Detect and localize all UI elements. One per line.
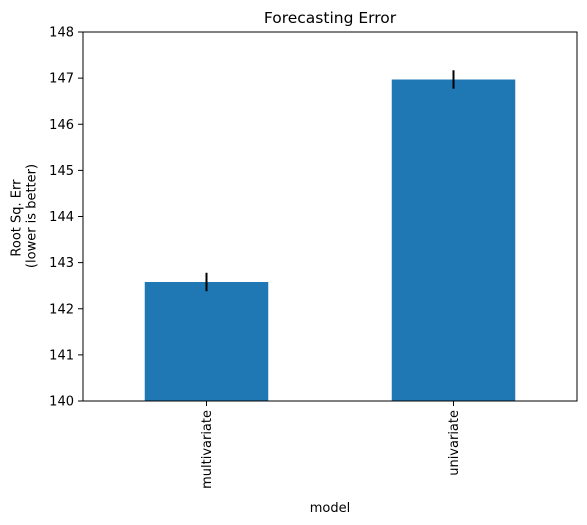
y-tick-label: 148 [49,26,74,41]
plot-area: 140 141 142 143 144 145 146 147 148 multivariate u… [49,26,516,489]
x-axis-title: model [310,501,350,516]
y-axis-title: Root Sq. Err (lower is better) [10,164,40,268]
axes-frame [82,31,578,402]
chart-title: Forecasting Error [264,9,397,27]
y-tick-label: 145 [49,164,74,179]
x-tick-label-univariate: univariate [447,410,462,476]
y-axis-title-line-1: Root Sq. Err [10,179,25,257]
y-tick-label: 146 [49,118,74,133]
y-tick-label: 142 [49,302,74,317]
y-tick-label: 144 [49,210,74,225]
y-tick-label: 143 [49,256,74,271]
y-tick-label: 140 [49,395,74,410]
y-tick-label: 147 [49,72,74,87]
bar-univariate [391,79,516,401]
bar-multivariate [144,281,269,401]
x-tick-label-multivariate: multivariate [200,410,215,489]
y-axis-title-line-2: (lower is better) [25,164,40,268]
y-tick-label: 141 [49,348,74,363]
